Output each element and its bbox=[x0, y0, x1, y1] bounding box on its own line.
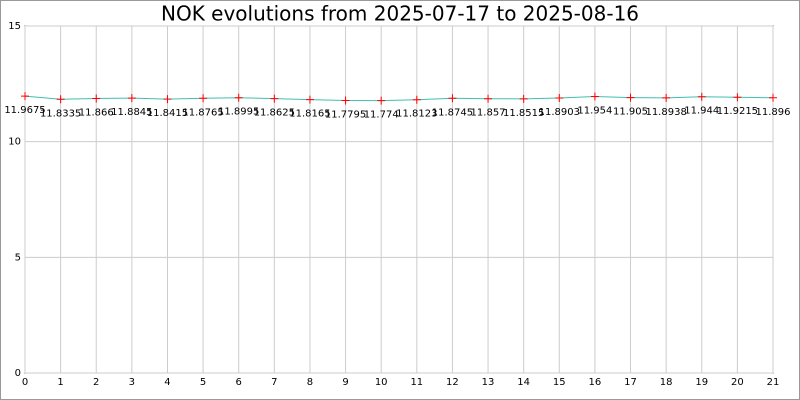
value-label: 11.857 bbox=[471, 108, 506, 119]
marker bbox=[341, 96, 350, 105]
marker bbox=[590, 92, 599, 101]
marker bbox=[697, 92, 706, 101]
value-label: 11.8335 bbox=[40, 108, 81, 119]
y-tick-label: 5 bbox=[15, 252, 21, 263]
value-label: 11.8745 bbox=[432, 107, 473, 118]
x-tick-label: 18 bbox=[660, 377, 673, 388]
value-label: 11.8995 bbox=[218, 107, 259, 118]
value-label: 11.8625 bbox=[254, 108, 295, 119]
marker bbox=[484, 94, 493, 103]
marker bbox=[234, 93, 243, 102]
x-tick-label: 5 bbox=[200, 377, 206, 388]
chart-title: NOK evolutions from 2025-07-17 to 2025-0… bbox=[161, 2, 639, 26]
x-tick-label: 2 bbox=[93, 377, 99, 388]
value-label: 11.866 bbox=[79, 107, 114, 118]
marker bbox=[21, 92, 29, 101]
marker bbox=[163, 95, 172, 104]
x-tick-label: 3 bbox=[129, 377, 135, 388]
x-tick-label: 4 bbox=[164, 377, 170, 388]
marker bbox=[626, 93, 635, 102]
x-tick-label: 20 bbox=[731, 377, 744, 388]
marker bbox=[270, 94, 279, 103]
series-line bbox=[24, 95, 774, 102]
marker bbox=[769, 93, 777, 102]
marker bbox=[555, 93, 564, 102]
marker bbox=[56, 95, 65, 104]
value-label: 11.9675 bbox=[4, 105, 45, 116]
marker bbox=[448, 94, 457, 103]
value-label: 11.905 bbox=[613, 107, 648, 118]
value-label: 11.8415 bbox=[147, 108, 188, 119]
marker bbox=[412, 95, 421, 104]
value-label: 11.9215 bbox=[717, 106, 758, 117]
y-tick-label: 0 bbox=[15, 368, 21, 379]
marker bbox=[305, 95, 314, 104]
x-tick-label: 0 bbox=[22, 377, 28, 388]
x-tick-label: 15 bbox=[553, 377, 566, 388]
value-label: 11.8165 bbox=[289, 109, 330, 120]
marker bbox=[662, 93, 671, 102]
x-tick-label: 11 bbox=[410, 377, 423, 388]
y-tick-label: 10 bbox=[8, 137, 21, 148]
marker bbox=[519, 94, 528, 103]
x-tick-label: 8 bbox=[307, 377, 313, 388]
marker bbox=[377, 96, 386, 105]
x-tick-label: 9 bbox=[342, 377, 348, 388]
x-tick-label: 16 bbox=[589, 377, 602, 388]
marker bbox=[127, 94, 136, 103]
value-label: 11.896 bbox=[756, 107, 791, 118]
value-label: 11.8903 bbox=[539, 107, 580, 118]
value-label: 11.8123 bbox=[396, 109, 437, 120]
x-tick-label: 7 bbox=[271, 377, 277, 388]
value-label: 11.8515 bbox=[503, 108, 544, 119]
value-label: 11.7795 bbox=[325, 110, 366, 121]
marker bbox=[199, 94, 208, 103]
value-label: 11.774 bbox=[364, 110, 399, 121]
value-label: 11.8765 bbox=[182, 107, 223, 118]
value-label: 11.944 bbox=[684, 106, 719, 117]
x-tick-label: 19 bbox=[695, 377, 708, 388]
x-tick-label: 10 bbox=[375, 377, 388, 388]
value-label: 11.8845 bbox=[111, 107, 152, 118]
x-tick-label: 17 bbox=[624, 377, 637, 388]
value-label: 11.954 bbox=[577, 105, 612, 116]
value-label: 11.8938 bbox=[645, 107, 686, 118]
y-tick-label: 15 bbox=[8, 21, 21, 32]
x-tick-label: 21 bbox=[767, 377, 780, 388]
x-tick-label: 12 bbox=[446, 377, 459, 388]
marker bbox=[92, 94, 101, 103]
x-tick-label: 6 bbox=[236, 377, 242, 388]
x-tick-label: 14 bbox=[517, 377, 530, 388]
x-tick-label: 1 bbox=[57, 377, 63, 388]
x-tick-label: 13 bbox=[482, 377, 495, 388]
marker bbox=[733, 93, 742, 102]
